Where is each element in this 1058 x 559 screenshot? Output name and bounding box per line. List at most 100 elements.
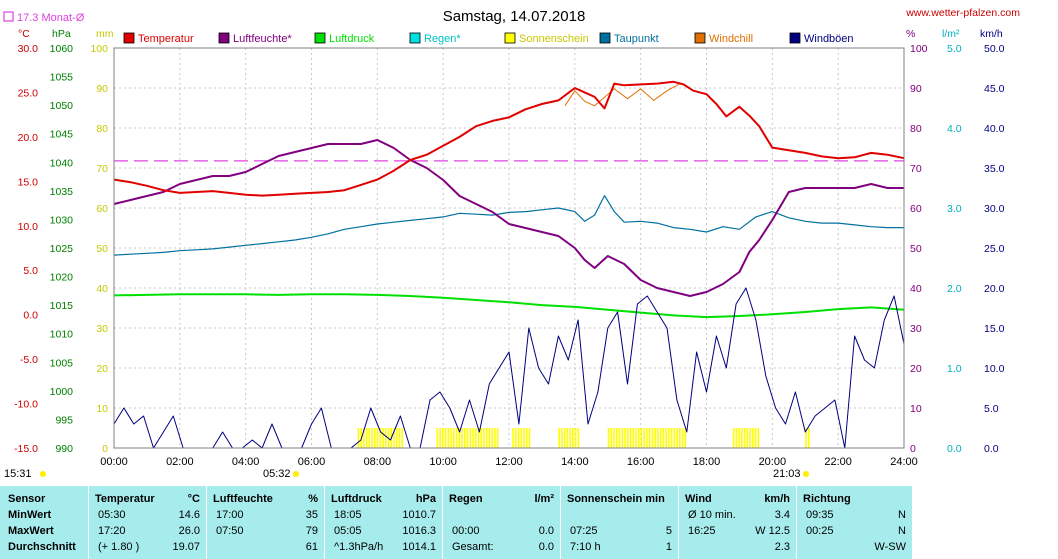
table-separator (206, 486, 207, 559)
sunshine-time: 7:10 h (570, 541, 601, 553)
sunshine-value: 1 (665, 541, 672, 553)
rain-mm-tick-label: 0 (102, 443, 108, 455)
header-sunshine: Sonnenschein min (567, 493, 665, 505)
time-tick-label: 04:00 (232, 456, 260, 468)
sunshine-bar (436, 428, 439, 448)
sunshine-bar (376, 428, 379, 448)
rain-mm-tick-label: 50 (96, 243, 108, 255)
header-pressure-unit: hPa (415, 493, 436, 505)
wind-tick-label: 0.0 (984, 443, 999, 455)
humidity-value: 79 (305, 525, 318, 537)
sunshine-bar (754, 428, 757, 448)
sunshine-bar (455, 428, 458, 448)
rain-time: Gesamt: (452, 541, 494, 553)
sunshine-bar (577, 428, 580, 448)
sunshine-bar (643, 428, 645, 448)
sunshine-bar (393, 428, 395, 448)
rain-mm-tick-label: 10 (96, 403, 108, 415)
radiation-tick-label: 0.0 (947, 443, 962, 455)
header-humidity-unit: % (308, 493, 318, 505)
sun-icon (40, 471, 46, 477)
temperature-tick-label: 0.0 (23, 310, 38, 322)
legend-label-pressure: Luftdruck (329, 33, 375, 45)
sunshine-bar (526, 428, 528, 448)
temperature-time: 17:20 (98, 525, 126, 537)
series-line-humidity (113, 139, 904, 297)
sunshine-bar (453, 428, 455, 448)
weather-chart: 30.0 25.0 20.0 15.0 10.0 5.0 0.0 -5.0 -10.0 -15.0… (3, 7, 1021, 480)
sunshine-bar (618, 428, 621, 448)
wind-time: Ø 10 min. (688, 509, 736, 521)
axis-unit-label: °C (18, 28, 30, 40)
sunshine-bar (496, 428, 499, 448)
temperature-value: 14.6 (178, 509, 200, 521)
sunshine-bar (659, 428, 662, 448)
header-pressure: Luftdruck (331, 493, 382, 505)
sunshine-bar (379, 428, 382, 448)
direction-time: 09:35 (806, 509, 834, 521)
legend-swatch-windchill (694, 32, 706, 44)
header-sensor: Sensor (8, 493, 46, 505)
pressure-tick-label: 1005 (50, 357, 74, 369)
website-link[interactable]: www.wetter-pfalzen.com (905, 7, 1020, 19)
pressure-time: 05:05 (334, 525, 362, 537)
table-separator (442, 486, 443, 559)
sunshine-bar (517, 428, 520, 448)
temperature-tick-label: 20.0 (18, 132, 39, 144)
header-temperature-unit: °C (187, 493, 200, 505)
wind-tick-label: 5.0 (984, 403, 999, 415)
pressure-tick-label: 1020 (50, 272, 74, 284)
sunshine-bar (461, 428, 463, 448)
sunshine-bar (741, 428, 743, 448)
sunshine-bar (466, 428, 469, 448)
axis-labels: 30.0 25.0 20.0 15.0 10.0 5.0 0.0 -5.0 -10.0 -15.0… (14, 28, 1005, 468)
humidity-tick-label: 50 (910, 243, 922, 255)
temperature-tick-label: -10.0 (14, 399, 38, 411)
series-line-temperature (113, 80, 905, 197)
pressure-tick-label: 1035 (50, 186, 74, 198)
sunshine-bar (458, 428, 461, 448)
sunshine-bar (629, 428, 632, 448)
temperature-time: 05:30 (98, 509, 126, 521)
sunshine-bar (684, 428, 687, 448)
sunshine-bar (561, 428, 563, 448)
pressure-value: 1016.3 (402, 525, 436, 537)
header-rain-unit: l/m² (534, 493, 554, 505)
sunrise-icon (293, 471, 299, 477)
humidity-tick-label: 30 (910, 323, 922, 335)
series-line-pressure (113, 293, 905, 319)
wind-tick-label: 50.0 (984, 43, 1005, 55)
sunshine-bar (401, 428, 404, 448)
time-tick-label: 06:00 (298, 456, 326, 468)
rain-value: 0.0 (538, 525, 554, 537)
rain-mm-tick-label: 40 (96, 283, 108, 295)
rain-mm-tick-label: 20 (96, 363, 108, 375)
sunshine-bar (657, 428, 659, 448)
pressure-tick-label: 995 (55, 414, 73, 426)
direction-value: N (898, 509, 906, 521)
legend-label-dewpoint: Taupunkt (614, 33, 659, 45)
sunshine-bar (474, 428, 477, 448)
time-tick-label: 10:00 (429, 456, 457, 468)
sunset-time: 21:03 (773, 468, 801, 480)
pressure-tick-label: 1010 (50, 329, 74, 341)
table-separator (796, 486, 797, 559)
wind-tick-label: 40.0 (984, 123, 1005, 135)
sunshine-bar (398, 428, 401, 448)
statistics-table: Sensor Temperatur °C Luftfeuchte% Luftdruck h… (0, 486, 912, 559)
wind-value: W 12.5 (755, 525, 790, 537)
sunshine-bar (621, 428, 624, 448)
time-tick-label: 22:00 (824, 456, 852, 468)
pressure-tick-label: 1015 (50, 300, 74, 312)
radiation-tick-label: 5.0 (947, 43, 962, 55)
sunshine-bar (646, 428, 648, 448)
sunshine-bar (368, 428, 371, 448)
axis-unit-label: l/m² (942, 28, 960, 40)
row-label: MinWert (8, 509, 52, 521)
sunshine-value: 5 (665, 525, 672, 537)
humidity-tick-label: 90 (910, 83, 922, 95)
header-wind: Wind (685, 493, 712, 505)
temperature-tick-label: 25.0 (18, 87, 39, 99)
sunshine-bar (615, 428, 618, 448)
sunshine-bar (752, 428, 754, 448)
